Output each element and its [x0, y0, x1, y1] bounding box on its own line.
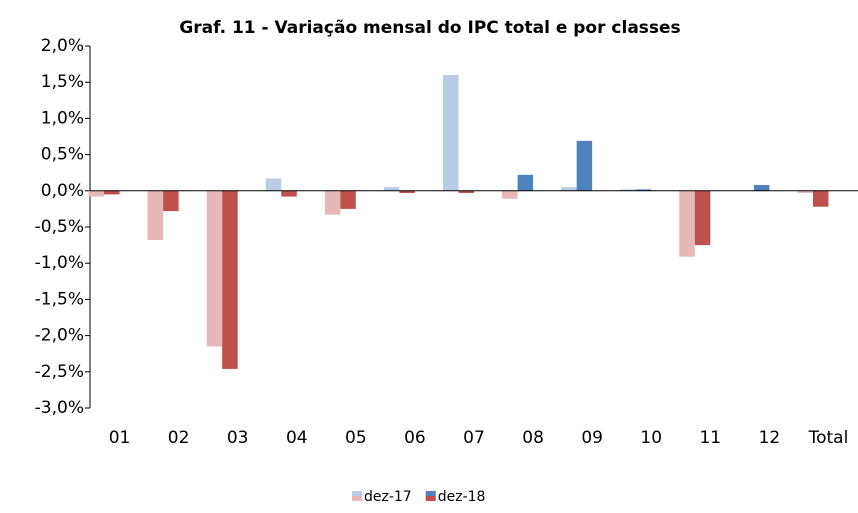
bar: [443, 74, 459, 191]
legend-label: dez-18: [438, 489, 486, 505]
legend-swatch: [352, 491, 362, 496]
y-tick-label: 1,0%: [41, 108, 84, 128]
y-tick-label: 1,5%: [41, 72, 84, 92]
y-tick-label: -2,0%: [35, 326, 84, 346]
bar: [620, 189, 636, 191]
bar: [576, 140, 593, 191]
bar: [383, 187, 400, 191]
legend-swatch: [425, 496, 436, 501]
bar: [340, 190, 356, 209]
y-tick-label: 0,0%: [41, 181, 84, 201]
bar: [812, 190, 829, 207]
x-tick-label: 10: [640, 428, 662, 448]
x-tick-label: Total: [808, 428, 849, 448]
bar: [502, 190, 518, 199]
bar: [265, 178, 282, 191]
x-tick-label: 05: [345, 428, 367, 448]
x-tick-label: 07: [463, 428, 485, 448]
bar: [694, 190, 711, 246]
bar: [104, 190, 120, 195]
y-tick-label: -3,0%: [35, 398, 84, 418]
y-tick-label: 2,0%: [41, 36, 84, 56]
bar: [635, 189, 652, 191]
bar: [561, 187, 577, 191]
bar: [399, 190, 415, 193]
y-tick-label: -1,0%: [35, 253, 84, 273]
x-tick-label: 11: [699, 428, 721, 448]
bar: [206, 190, 223, 347]
bar: [163, 190, 179, 212]
x-tick-label: 03: [227, 428, 249, 448]
bar: [88, 190, 105, 197]
bar: [458, 190, 474, 193]
bar: [753, 185, 770, 191]
x-tick-label: 12: [759, 428, 781, 448]
chart-title: Graf. 11 - Variação mensal do IPC total …: [179, 18, 680, 38]
bar: [222, 190, 238, 369]
x-tick-label: 08: [522, 428, 544, 448]
bar: [679, 190, 695, 257]
legend-label: dez-17: [364, 489, 412, 505]
x-tick-label: 02: [168, 428, 190, 448]
bar: [797, 190, 813, 193]
y-tick-label: -2,5%: [35, 362, 84, 382]
x-tick-label: 09: [581, 428, 603, 448]
bar: [324, 190, 341, 215]
y-tick-label: 0,5%: [41, 145, 84, 165]
bar: [517, 174, 534, 191]
legend-swatch: [352, 496, 362, 501]
x-tick-label: 04: [286, 428, 308, 448]
bar: [147, 190, 164, 241]
y-tick-label: -0,5%: [35, 217, 84, 237]
x-tick-label: 06: [404, 428, 426, 448]
x-tick-label: 01: [109, 428, 131, 448]
legend-swatch: [425, 491, 436, 496]
y-tick-label: -1,5%: [35, 289, 84, 309]
bar: [281, 190, 297, 197]
